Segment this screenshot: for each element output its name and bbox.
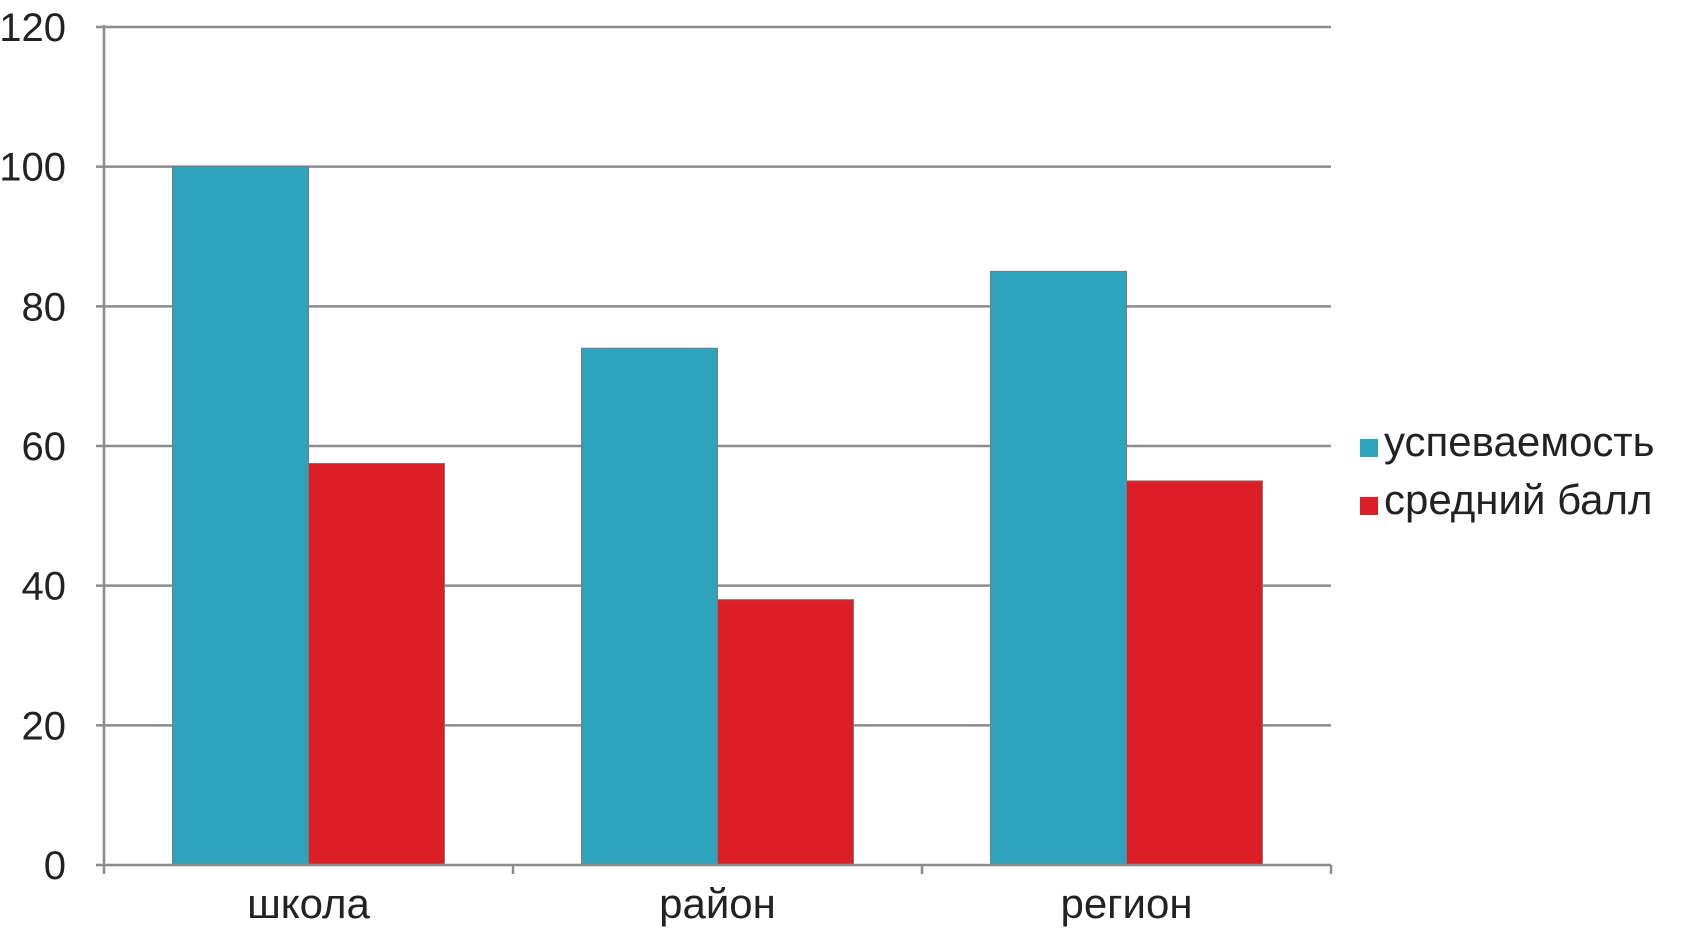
y-axis-ticks: 0 20 40 60 80 100 120	[0, 6, 104, 888]
x-tick-label: регион	[1060, 880, 1192, 927]
x-axis-ticks: школа район регион	[247, 880, 1192, 927]
y-tick-label: 100	[0, 146, 66, 190]
bar-uspevaemost-0	[172, 166, 309, 866]
y-tick-label: 0	[44, 844, 66, 888]
y-tick-label: 80	[22, 285, 67, 329]
y-tick-label: 40	[22, 565, 67, 609]
bar-sredniy-ball-2	[1126, 480, 1263, 866]
x-tick-label: район	[659, 880, 776, 927]
axes	[102, 25, 1333, 874]
legend-label: средний балл	[1384, 476, 1653, 523]
y-tick-label: 20	[22, 704, 67, 748]
bar-uspevaemost-1	[581, 347, 718, 866]
y-tick-label: 60	[22, 425, 67, 469]
x-tick-label: школа	[247, 880, 370, 927]
bar-sredniy-ball-0	[308, 462, 445, 866]
bar-uspevaemost-2	[990, 270, 1127, 866]
y-tick-label: 120	[0, 6, 66, 50]
legend-swatch	[1360, 439, 1378, 457]
legend-label: успеваемость	[1384, 418, 1655, 465]
bar-sredniy-ball-1	[717, 599, 854, 866]
bars	[172, 166, 1263, 866]
legend: успеваемость средний балл	[1360, 418, 1655, 523]
legend-swatch	[1360, 497, 1378, 515]
